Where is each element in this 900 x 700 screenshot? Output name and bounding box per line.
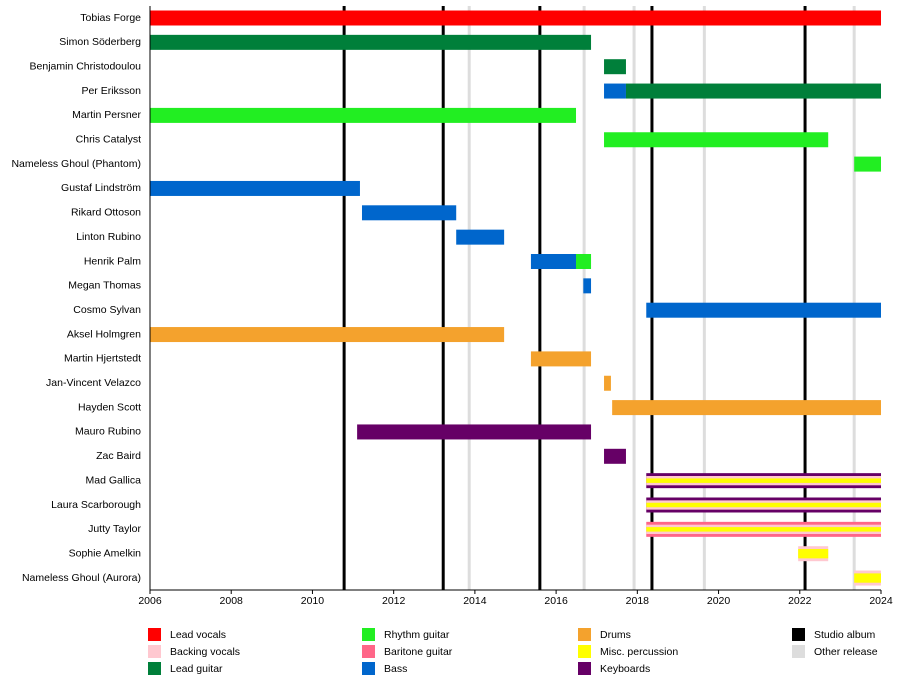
legend-swatch — [148, 628, 161, 641]
member-label: Cosmo Sylvan — [73, 304, 141, 316]
role-bar — [150, 180, 360, 196]
member-label: Aksel Holmgren — [67, 328, 141, 340]
role-bar — [361, 205, 457, 221]
legend-swatch — [148, 645, 161, 658]
x-tick-label: 2010 — [301, 595, 325, 607]
role-bar — [604, 132, 829, 148]
role-bar — [150, 107, 577, 123]
legend-label: Keyboards — [600, 663, 650, 675]
member-label: Tobias Forge — [80, 12, 141, 24]
x-tick-label: 2012 — [382, 595, 406, 607]
member-label: Mauro Rubino — [75, 426, 141, 438]
role-bar — [150, 34, 592, 50]
member-label: Per Eriksson — [81, 85, 141, 97]
member-label: Rikard Ottoson — [71, 207, 141, 219]
member-label: Jutty Taylor — [88, 523, 141, 535]
legend-label: Misc. percussion — [600, 646, 678, 658]
legend-label: Bass — [384, 663, 407, 675]
legend-label: Backing vocals — [170, 646, 240, 658]
legend-label: Lead vocals — [170, 629, 226, 641]
member-label: Nameless Ghoul (Aurora) — [22, 572, 141, 584]
role-bar — [456, 229, 505, 245]
legend-label: Other release — [814, 646, 878, 658]
role-bar — [357, 424, 592, 440]
x-tick-label: 2014 — [463, 595, 487, 607]
legend-swatch — [362, 662, 375, 675]
role-bar — [646, 478, 881, 483]
member-label: Laura Scarborough — [51, 499, 141, 511]
role-bar — [646, 302, 881, 318]
x-tick-label: 2006 — [138, 595, 162, 607]
legend-swatch — [792, 645, 805, 658]
role-bar — [150, 10, 881, 26]
member-label: Simon Söderberg — [59, 36, 141, 48]
x-tick-label: 2024 — [869, 595, 893, 607]
member-label: Nameless Ghoul (Phantom) — [11, 158, 141, 170]
role-bar — [150, 327, 505, 343]
legend-label: Lead guitar — [170, 663, 223, 675]
legend-swatch — [578, 645, 591, 658]
role-bar — [612, 400, 881, 416]
member-label: Linton Rubino — [76, 231, 141, 243]
x-tick-label: 2016 — [544, 595, 568, 607]
member-label: Zac Baird — [96, 450, 141, 462]
member-label: Gustaf Lindström — [61, 182, 141, 194]
legend-swatch — [792, 628, 805, 641]
role-bar — [625, 83, 881, 99]
legend-swatch — [148, 662, 161, 675]
role-bar — [530, 254, 577, 269]
member-label: Martin Hjertstedt — [64, 353, 141, 365]
member-label: Megan Thomas — [68, 280, 141, 292]
legend-swatch — [578, 662, 591, 675]
role-bar — [646, 527, 881, 532]
role-bar — [604, 375, 611, 391]
x-tick-label: 2022 — [788, 595, 812, 607]
member-label: Sophie Amelkin — [69, 547, 142, 559]
legend-swatch — [362, 628, 375, 641]
member-label: Benjamin Christodoulou — [30, 60, 142, 72]
legend-label: Baritone guitar — [384, 646, 453, 658]
member-label: Henrik Palm — [84, 255, 141, 267]
role-bar — [583, 278, 592, 294]
role-bar — [854, 156, 881, 172]
role-bar — [604, 83, 626, 99]
role-bar — [604, 59, 626, 75]
x-tick-label: 2008 — [220, 595, 244, 607]
legend-label: Drums — [600, 629, 631, 641]
role-bar — [604, 448, 626, 464]
member-label: Jan-Vincent Velazco — [46, 377, 141, 389]
role-bar — [646, 502, 881, 508]
legend-label: Studio album — [814, 629, 876, 641]
member-label: Chris Catalyst — [76, 134, 141, 146]
member-label: Martin Persner — [72, 109, 141, 121]
legend-swatch — [578, 628, 591, 641]
role-bar — [576, 254, 592, 269]
x-tick-label: 2020 — [707, 595, 731, 607]
legend-label: Rhythm guitar — [384, 629, 450, 641]
role-bar — [798, 549, 829, 559]
role-bar — [530, 351, 592, 367]
role-bar — [854, 573, 881, 583]
member-label: Hayden Scott — [78, 401, 141, 413]
member-label: Mad Gallica — [86, 474, 142, 486]
x-tick-label: 2018 — [626, 595, 650, 607]
legend-swatch — [362, 645, 375, 658]
